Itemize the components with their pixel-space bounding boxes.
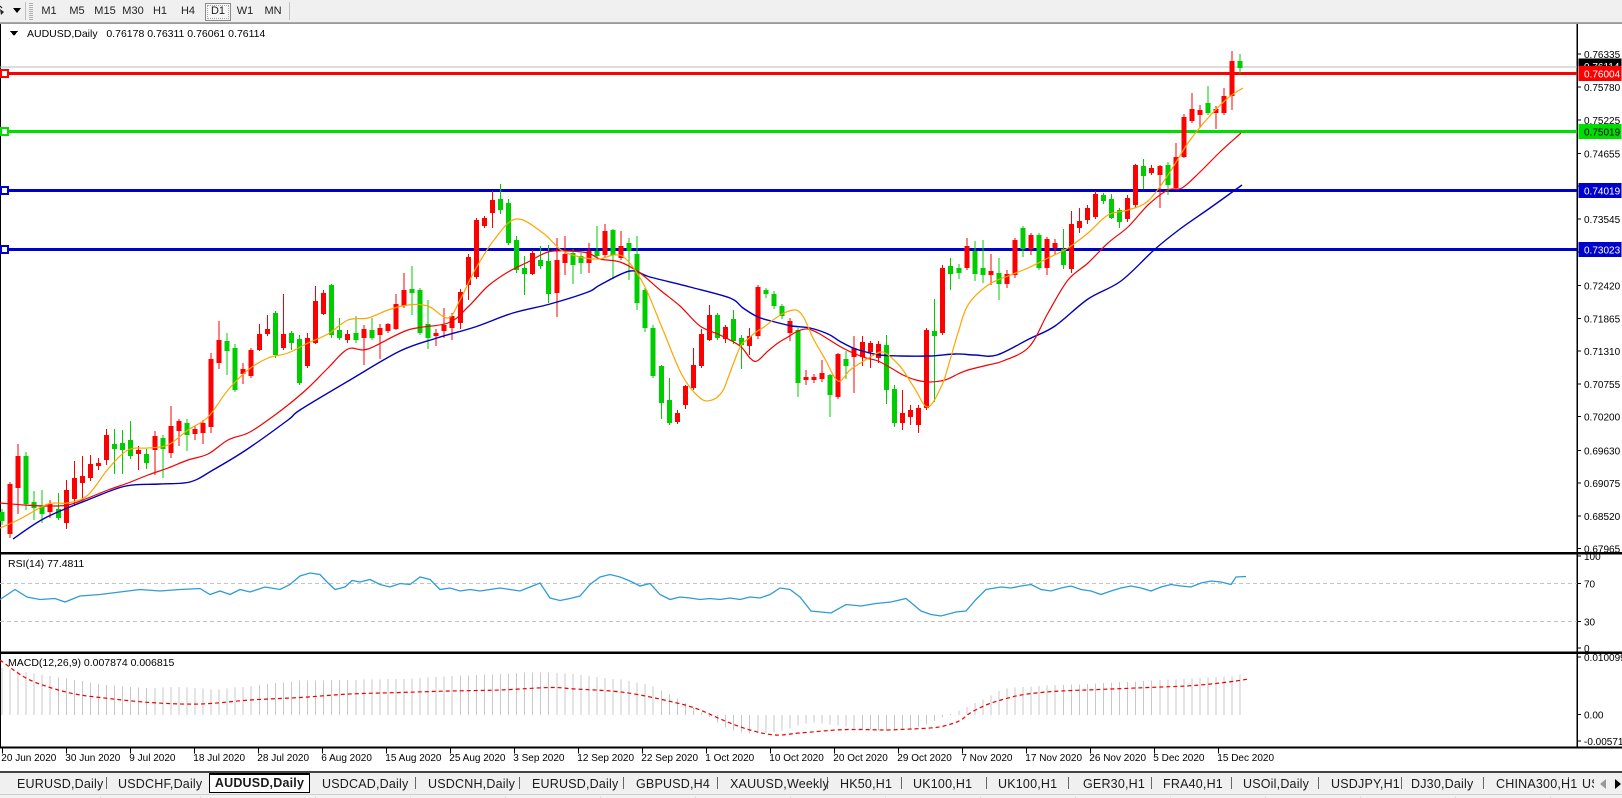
svg-text:26 Nov 2020: 26 Nov 2020 — [1089, 753, 1146, 764]
svg-text:0.71865: 0.71865 — [1584, 314, 1621, 325]
svg-text:0.67965: 0.67965 — [1584, 545, 1621, 556]
svg-text:1 Oct 2020: 1 Oct 2020 — [705, 753, 754, 764]
svg-text:-0.005711: -0.005711 — [1584, 737, 1622, 748]
svg-text:20 Jun 2020: 20 Jun 2020 — [1, 753, 56, 764]
svg-text:RSI(14) 77.4811: RSI(14) 77.4811 — [8, 558, 84, 570]
svg-text:25 Aug 2020: 25 Aug 2020 — [449, 753, 506, 764]
svg-text:5 Dec 2020: 5 Dec 2020 — [1153, 753, 1205, 764]
svg-text:12 Sep 2020: 12 Sep 2020 — [577, 753, 634, 764]
svg-text:0.69075: 0.69075 — [1584, 479, 1621, 490]
svg-text:9 Jul 2020: 9 Jul 2020 — [129, 753, 176, 764]
svg-text:3 Sep 2020: 3 Sep 2020 — [513, 753, 565, 764]
svg-text:0.70755: 0.70755 — [1584, 380, 1621, 391]
svg-text:70: 70 — [1584, 580, 1596, 591]
svg-text:0.010099: 0.010099 — [1584, 653, 1622, 664]
svg-text:0.00: 0.00 — [1584, 711, 1604, 722]
svg-text:30: 30 — [1584, 618, 1596, 629]
svg-text:28 Jul 2020: 28 Jul 2020 — [257, 753, 309, 764]
svg-text:AUDUSD,Daily 0.76178 0.76311: AUDUSD,Daily 0.76178 0.76311 0.76061 0.7… — [27, 28, 266, 40]
svg-text:100: 100 — [1584, 552, 1601, 563]
svg-text:0.69630: 0.69630 — [1584, 446, 1621, 457]
svg-text:6 Aug 2020: 6 Aug 2020 — [321, 753, 372, 764]
svg-text:0: 0 — [1584, 644, 1590, 655]
svg-text:17 Nov 2020: 17 Nov 2020 — [1025, 753, 1082, 764]
svg-text:30 Jun 2020: 30 Jun 2020 — [65, 753, 120, 764]
svg-text:0.72420: 0.72420 — [1584, 282, 1621, 293]
svg-text:7 Nov 2020: 7 Nov 2020 — [961, 753, 1013, 764]
svg-text:20 Oct 2020: 20 Oct 2020 — [833, 753, 888, 764]
svg-text:22 Sep 2020: 22 Sep 2020 — [641, 753, 698, 764]
svg-text:0.76335: 0.76335 — [1584, 50, 1621, 61]
svg-text:0.76004: 0.76004 — [1584, 70, 1621, 81]
svg-text:0.74019: 0.74019 — [1584, 187, 1621, 198]
svg-text:0.75019: 0.75019 — [1584, 128, 1621, 139]
svg-text:10 Oct 2020: 10 Oct 2020 — [769, 753, 824, 764]
svg-text:0.73545: 0.73545 — [1584, 215, 1621, 226]
svg-text:0.75225: 0.75225 — [1584, 116, 1621, 127]
svg-text:15 Dec 2020: 15 Dec 2020 — [1217, 753, 1274, 764]
svg-text:0.74655: 0.74655 — [1584, 149, 1621, 160]
svg-text:18 Jul 2020: 18 Jul 2020 — [193, 753, 245, 764]
svg-text:0.71310: 0.71310 — [1584, 347, 1621, 358]
svg-text:29 Oct 2020: 29 Oct 2020 — [897, 753, 952, 764]
svg-text:0.68520: 0.68520 — [1584, 512, 1621, 523]
svg-text:MACD(12,26,9) 0.007874 0.00681: MACD(12,26,9) 0.007874 0.006815 — [8, 657, 175, 669]
svg-text:0.75780: 0.75780 — [1584, 83, 1621, 94]
svg-text:0.70200: 0.70200 — [1584, 413, 1621, 424]
svg-text:0.73023: 0.73023 — [1584, 246, 1621, 257]
svg-text:15 Aug 2020: 15 Aug 2020 — [385, 753, 442, 764]
